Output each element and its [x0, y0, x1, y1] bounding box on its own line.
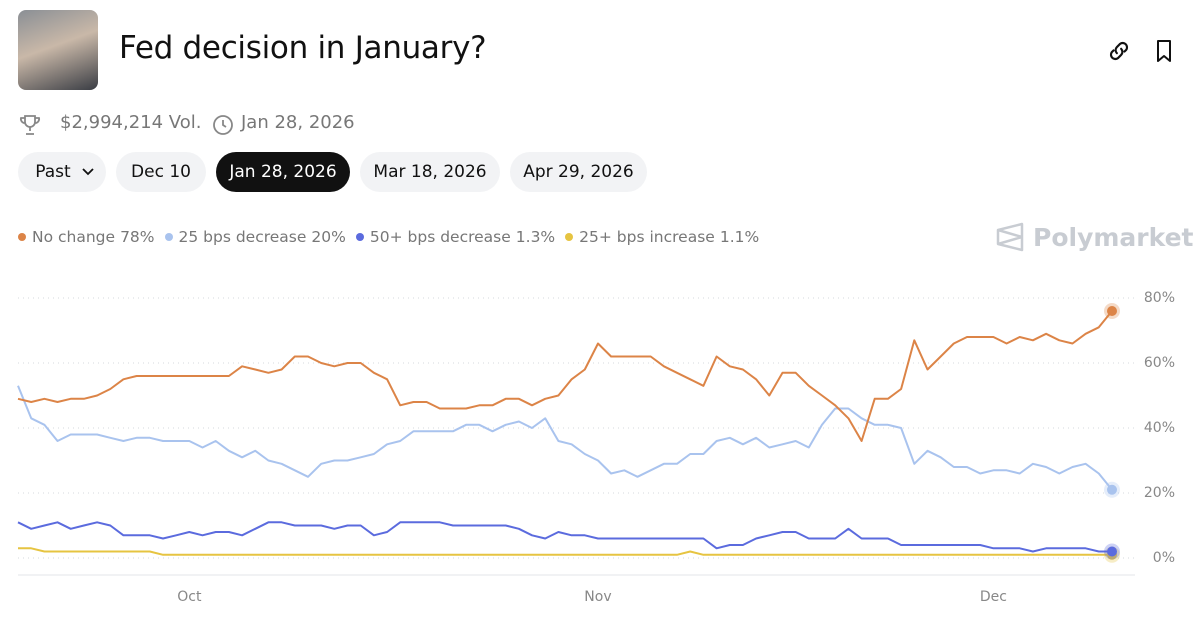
tab-label: Dec 10 [131, 162, 191, 182]
legend: No change 78% 25 bps decrease 20% 50+ bps de… [18, 228, 759, 246]
market-image [18, 10, 98, 90]
series-line [17, 310, 1113, 442]
legend-dot [18, 233, 26, 241]
tab[interactable]: Jan 28, 2026 [216, 152, 350, 192]
tab-label: Jan 28, 2026 [229, 162, 337, 182]
tab-label: Apr 29, 2026 [523, 162, 634, 182]
watermark-logo [996, 222, 1024, 252]
legend-label: 25+ bps increase [579, 228, 715, 246]
legend-value: 1.1% [719, 228, 760, 246]
watermark: Polymarket [995, 222, 1193, 252]
y-tick-label: 20% [1144, 485, 1175, 501]
y-tick-label: 40% [1144, 420, 1175, 436]
y-tick-label: 80% [1144, 290, 1175, 306]
legend-dot [164, 233, 173, 241]
legend-item: 50+ bps decrease 1.3% [355, 228, 556, 246]
tab-label: Past [35, 162, 71, 182]
tab[interactable]: Past [18, 152, 106, 192]
legend-item: 25+ bps increase 1.1% [565, 228, 759, 246]
market-title: Fed decision in January? [119, 30, 487, 66]
legend-dot [355, 233, 364, 241]
series-line [17, 521, 1112, 553]
tab[interactable]: Mar 18, 2026 [360, 152, 500, 192]
series-line [18, 547, 1112, 556]
legend-value: 78% [120, 228, 155, 246]
trophy-icon [20, 115, 40, 135]
link-button[interactable] [1106, 38, 1132, 64]
legend-item: No change 78% [18, 228, 155, 246]
series-line [17, 385, 1113, 491]
chevron-icon [82, 168, 94, 176]
legend-value: 1.3% [515, 228, 556, 246]
legend-value: 20% [311, 228, 346, 246]
y-tick-label: 60% [1144, 355, 1175, 371]
legend-label: 50+ bps decrease [369, 228, 511, 246]
x-tick-label: Nov [584, 589, 611, 605]
clock-icon [213, 115, 233, 135]
x-tick-label: Oct [177, 589, 202, 605]
end-date: Jan 28, 2026 [241, 112, 355, 133]
watermark-text: Polymarket [1033, 222, 1194, 252]
bookmark-button[interactable] [1152, 38, 1176, 64]
end-point [1107, 484, 1117, 495]
tab-label: Mar 18, 2026 [373, 162, 487, 182]
y-tick-label: 0% [1153, 550, 1175, 566]
end-point [1107, 546, 1117, 557]
volume: $2,994,214 Vol. [60, 112, 202, 133]
tab[interactable]: Dec 10 [116, 152, 206, 192]
chart: 0% 20% 40% 60% 80% Oct Nov Dec [17, 290, 1175, 605]
x-tick-label: Dec [980, 589, 1007, 605]
legend-label: No change [32, 228, 116, 246]
legend-label: 25 bps decrease [178, 228, 307, 246]
end-point [1107, 306, 1117, 316]
legend-item: 25 bps decrease 20% [164, 228, 346, 246]
tab[interactable]: Apr 29, 2026 [510, 152, 647, 192]
legend-dot [565, 233, 574, 241]
